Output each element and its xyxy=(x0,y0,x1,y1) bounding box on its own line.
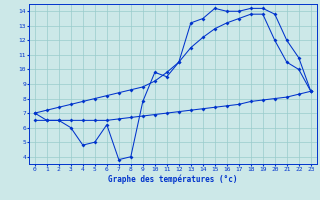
X-axis label: Graphe des températures (°c): Graphe des températures (°c) xyxy=(108,175,237,184)
